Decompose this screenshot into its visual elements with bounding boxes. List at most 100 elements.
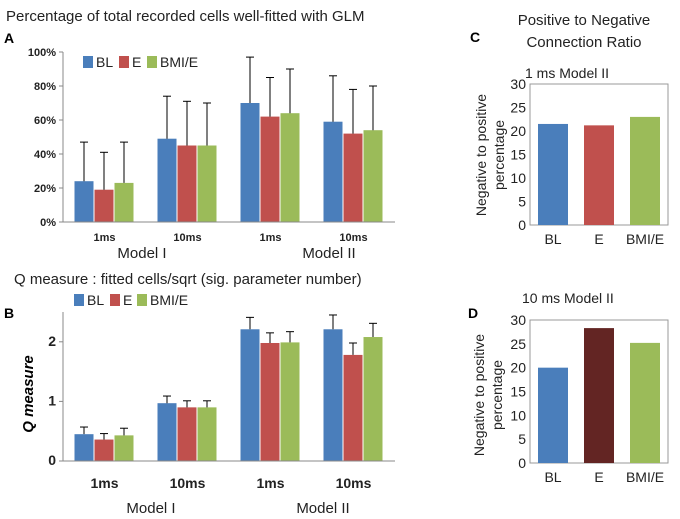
x-tick-label-e: E — [594, 231, 603, 247]
panel-a-legend: BL E BMI/E — [83, 54, 198, 70]
y-tick-label: 10 — [510, 170, 526, 186]
y-tick-label: 25 — [510, 100, 526, 116]
y-tick-label: 5 — [518, 194, 526, 210]
panel-b-y-label: Q measure — [20, 355, 37, 433]
x-tick-label-bmi-e: BMI/E — [626, 231, 664, 247]
y-tick-label: 30 — [510, 312, 526, 328]
bar-bl — [538, 367, 568, 463]
panel-c-bars — [538, 116, 660, 225]
bar-e-10ms — [343, 133, 363, 222]
y-tick-label: 15 — [510, 384, 526, 400]
bar-bmi-e — [630, 116, 660, 225]
bar-bmi-e-1ms — [280, 342, 300, 461]
bar-e-1ms — [260, 116, 280, 222]
bar-bl-1ms — [74, 181, 94, 222]
panel-d-subtitle: 10 ms Model II — [522, 290, 614, 306]
bar-bmi-e-10ms — [363, 130, 383, 222]
bar-bmi-e-10ms — [197, 407, 217, 461]
bar-bmi-e — [630, 342, 660, 463]
y-tick-label: 40% — [34, 149, 56, 161]
bar-e-10ms — [177, 145, 197, 222]
panel-a-x-ticks: 1ms 10ms 1ms 10ms — [93, 232, 367, 244]
panel-c-y-label-line-2: percentage — [491, 120, 507, 190]
y-tick-label: 5 — [518, 431, 526, 447]
panel-a-group-model-2: Model II — [302, 245, 355, 262]
x-tick-label-10ms: 10ms — [170, 475, 206, 491]
legend-label-bmie: BMI/E — [150, 292, 188, 308]
panel-b: Q measure : fitted cells/sqrt (sig. para… — [4, 271, 395, 517]
panel-b-group-model-1: Model I — [126, 500, 175, 517]
panel-c-subtitle: 1 ms Model II — [525, 65, 609, 81]
bar-bmi-e-10ms — [363, 337, 383, 461]
y-tick-label: 1 — [48, 392, 56, 408]
x-tick-label-e: E — [594, 469, 603, 485]
legend-swatch-bmie — [137, 294, 147, 306]
panel-b-group-model-2: Model II — [296, 500, 349, 517]
y-tick-label: 30 — [510, 76, 526, 92]
bar-bl-10ms — [323, 121, 343, 222]
y-tick-label: 100% — [28, 47, 56, 59]
y-tick-label: 0 — [518, 217, 526, 233]
legend-swatch-bl — [83, 56, 93, 68]
panel-c-label: C — [470, 29, 480, 45]
x-tick-label-1ms: 1ms — [90, 475, 118, 491]
x-tick-label-1ms: 1ms — [259, 232, 281, 244]
panel-a: Percentage of total recorded cells well-… — [4, 8, 395, 262]
legend-swatch-bl — [74, 294, 84, 306]
panel-d-y-ticks: 0 5 10 15 20 25 30 — [510, 312, 526, 471]
x-tick-label-1ms: 1ms — [256, 475, 284, 491]
x-tick-label-bmi-e: BMI/E — [626, 469, 664, 485]
panel-b-x-ticks: 1ms 10ms 1ms 10ms — [90, 475, 371, 491]
bar-e — [584, 125, 614, 225]
y-tick-label: 0 — [48, 452, 56, 468]
legend-swatch-bmie — [147, 56, 157, 68]
panel-a-group-model-1: Model I — [117, 245, 166, 262]
panel-c-x-ticks: BL E BMI/E — [544, 231, 664, 247]
legend-label-bl: BL — [87, 292, 104, 308]
panel-a-label: A — [4, 30, 14, 46]
panel-a-bars — [74, 56, 383, 222]
panel-b-title: Q measure : fitted cells/sqrt (sig. para… — [14, 271, 362, 288]
panel-c-title-line-1: Positive to Negative — [518, 12, 651, 29]
bar-bl-10ms — [323, 329, 343, 461]
x-tick-label-bl: BL — [544, 469, 561, 485]
bar-bl-10ms — [157, 403, 177, 461]
y-tick-label: 80% — [34, 81, 56, 93]
x-tick-label-10ms: 10ms — [339, 232, 367, 244]
x-tick-label-10ms: 10ms — [173, 232, 201, 244]
y-tick-label: 2 — [48, 333, 56, 349]
legend-label-e: E — [123, 292, 132, 308]
bar-bl-1ms — [240, 103, 260, 222]
bar-bl — [538, 123, 568, 225]
legend-label-bmie: BMI/E — [160, 54, 198, 70]
bar-e — [584, 328, 614, 463]
y-tick-label: 15 — [510, 147, 526, 163]
panel-b-label: B — [4, 305, 14, 321]
y-tick-label: 20 — [510, 123, 526, 139]
legend-label-e: E — [132, 54, 141, 70]
panel-d-x-ticks: BL E BMI/E — [544, 469, 664, 485]
bar-bmi-e-1ms — [114, 182, 134, 222]
panel-c: C Positive to Negative Connection Ratio … — [470, 12, 669, 247]
y-tick-label: 0 — [518, 455, 526, 471]
bar-e-10ms — [177, 407, 197, 461]
x-tick-label-1ms: 1ms — [93, 232, 115, 244]
bar-bmi-e-10ms — [197, 145, 217, 222]
panel-c-title-line-2: Connection Ratio — [526, 34, 641, 51]
panel-a-title: Percentage of total recorded cells well-… — [6, 8, 365, 25]
panel-d-bars — [538, 328, 660, 463]
panel-d-label: D — [468, 305, 478, 321]
bar-e-1ms — [260, 342, 280, 461]
panel-c-y-ticks: 0 5 10 15 20 25 30 — [510, 76, 526, 233]
panel-b-bars — [74, 314, 383, 461]
panel-b-legend: BL E BMI/E — [74, 292, 188, 308]
y-tick-label: 60% — [34, 115, 56, 127]
panel-b-y-ticks: 0 1 2 — [48, 333, 63, 468]
y-tick-label: 20 — [510, 360, 526, 376]
bar-bl-10ms — [157, 138, 177, 222]
panel-d: D 10 ms Model II Negative to positive pe… — [468, 290, 669, 485]
y-tick-label: 20% — [34, 183, 56, 195]
y-tick-label: 10 — [510, 407, 526, 423]
bar-bmi-e-1ms — [114, 435, 134, 461]
